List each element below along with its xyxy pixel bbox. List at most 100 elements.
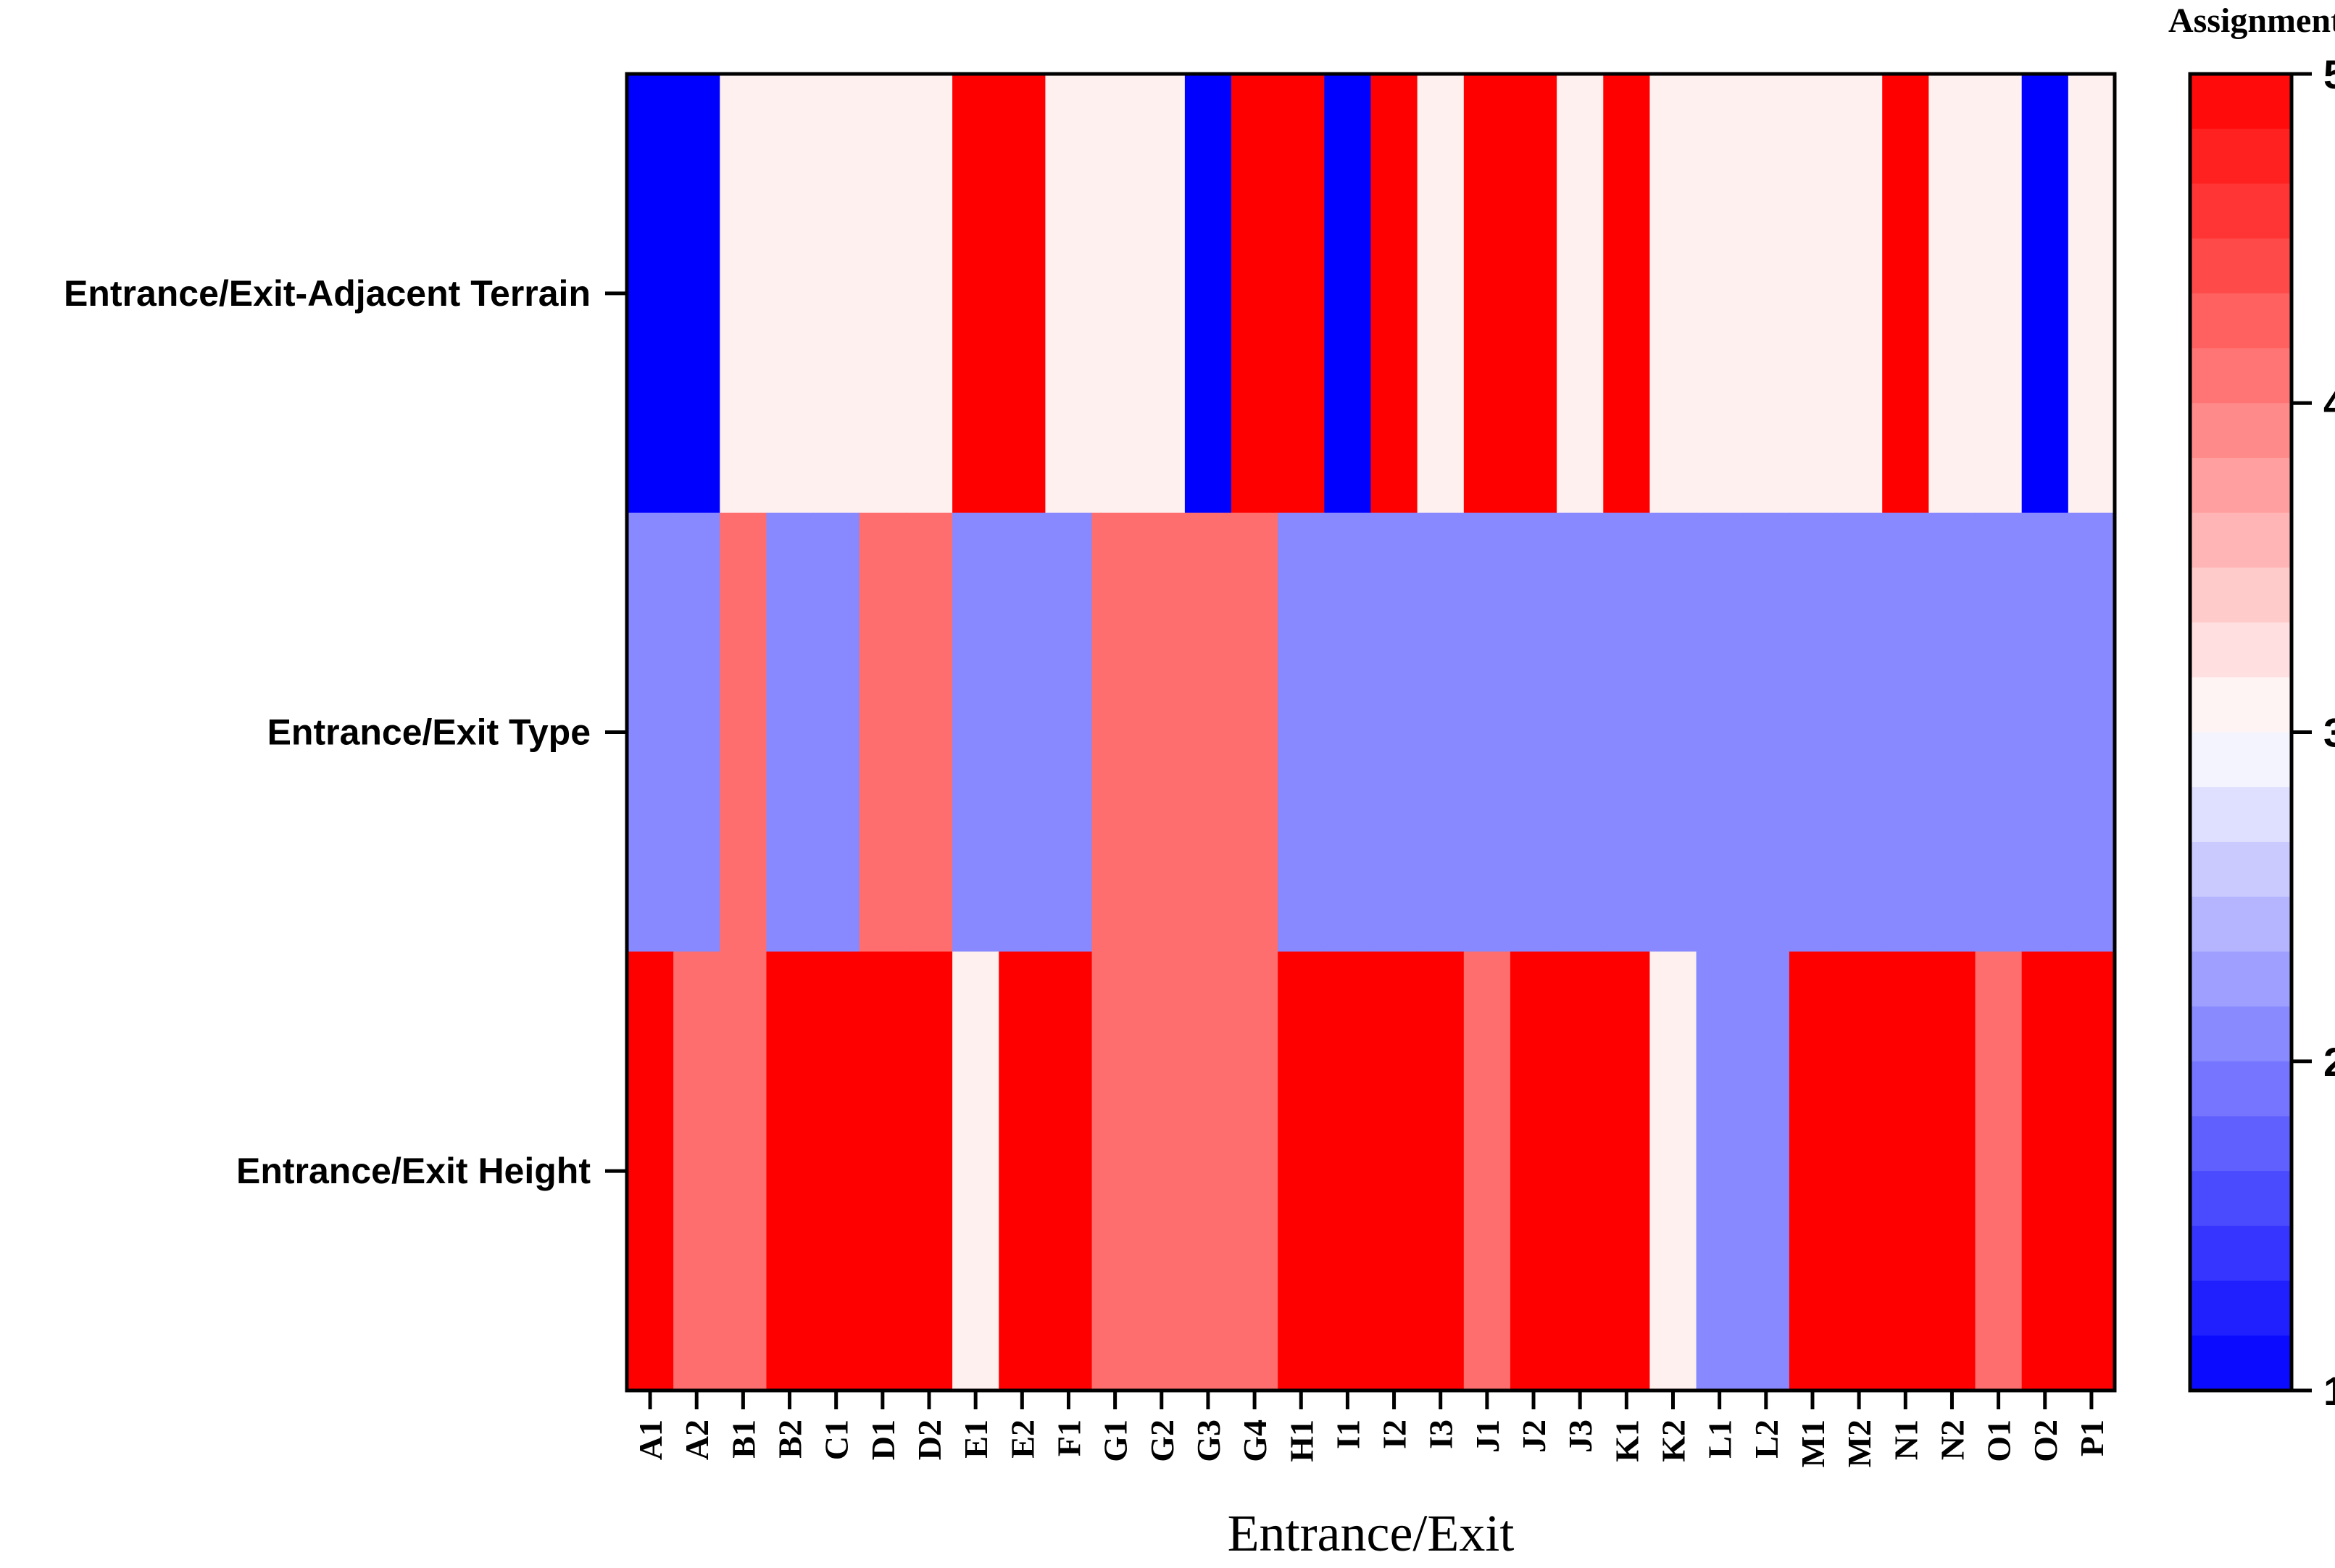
colorbar-step [2190,677,2292,733]
heatmap-cell [859,74,907,514]
row-labels: Entrance/Exit-Adjacent Terrain Entrance/E… [64,273,627,1191]
heatmap-cell [859,951,907,1391]
heatmap-cell [1836,951,1883,1391]
heatmap-cell [627,512,674,952]
heatmap-cell [859,512,907,952]
heatmap-cell [2021,951,2069,1391]
heatmap-cell [1091,74,1139,514]
heatmap-cell [1928,512,1976,952]
heatmap-cell [905,951,953,1391]
colorbar-step [2190,403,2292,459]
heatmap-cell [1417,74,1465,514]
heatmap-cell [1649,74,1697,514]
heatmap-cell [1324,512,1372,952]
heatmap-cell [1975,951,2023,1391]
heatmap-cell [1649,512,1697,952]
colorbar-step [2190,457,2292,514]
x-tick-label: N2 [1934,1419,1970,1460]
heatmap-cell [1138,951,1186,1391]
x-tick-label: E2 [1004,1419,1041,1459]
colorbar-step [2190,1335,2292,1391]
colorbar-step [2190,128,2292,185]
heatmap-cell [1836,512,1883,952]
x-tick-label: L1 [1702,1419,1739,1459]
heatmap-cell [1510,951,1557,1391]
heatmap-cell [1138,512,1186,952]
heatmap-cell [1091,951,1139,1391]
x-tick-label: B2 [772,1419,809,1459]
row-label: Entrance/Exit Height [236,1151,591,1191]
x-tick-label: N1 [1887,1419,1924,1460]
heatmap-cell [1742,512,1790,952]
heatmap-cell [1975,74,2023,514]
heatmap-cell [1370,512,1418,952]
heatmap-cell [1278,512,1325,952]
colorbar-tick-label: 4 [2323,380,2335,426]
heatmap-cell [1510,74,1557,514]
heatmap-cell [1417,951,1465,1391]
heatmap-cell [1742,74,1790,514]
heatmap-cell [1184,951,1232,1391]
heatmap-cell [1091,512,1139,952]
colorbar-step [2190,183,2292,239]
heatmap-cell [2068,512,2115,952]
heatmap-cell [1882,74,1929,514]
heatmap-cell [673,74,720,514]
heatmap-cell [2021,512,2069,952]
heatmap-cell [1557,74,1604,514]
row-label: Entrance/Exit Type [267,712,591,753]
colorbar-tick-label: 1 [2323,1368,2335,1414]
heatmap-cell [2021,74,2069,514]
colorbar-step [2190,348,2292,404]
x-tick-label: O1 [1981,1419,2018,1462]
colorbar-step [2190,1061,2292,1117]
heatmap-cell [1138,74,1186,514]
x-tick-label: J2 [1515,1419,1552,1453]
heatmap-cell [905,512,953,952]
heatmap-cell [673,951,720,1391]
heatmap-cell [812,74,860,514]
heatmap-cell [1231,512,1278,952]
x-tick-label: M2 [1841,1419,1878,1467]
x-tick-label: O2 [2027,1419,2064,1462]
heatmap-cell [1278,74,1325,514]
heatmap-cell [999,512,1046,952]
heatmap-cell [2068,951,2115,1391]
heatmap-cell [1696,74,1744,514]
heatmap-cell [812,951,860,1391]
heatmap-cell [1184,512,1232,952]
heatmap-cell [1789,512,1836,952]
heatmap-cell [952,512,999,952]
x-tick-label: J1 [1469,1419,1506,1453]
colorbar-step [2190,238,2292,294]
x-tick-label: I3 [1423,1419,1460,1449]
x-tick-label: G1 [1097,1419,1134,1462]
heatmap-cells [627,74,2115,1391]
heatmap-cell [1557,512,1604,952]
colorbar-step [2190,512,2292,569]
colorbar-tick-label: 3 [2323,710,2335,756]
x-tick-label: K2 [1655,1419,1692,1462]
heatmap-cell [1324,74,1372,514]
colorbar-step [2190,622,2292,678]
colorbar-step [2190,1171,2292,1227]
colorbar-step [2190,1006,2292,1062]
colorbar-step [2190,1280,2292,1337]
x-axis-ticks: A1 A2 B1 B2 C1 D1 D2 E1 E2 F1 G1 G2 G3 G4 H1 I1 I2 I3 J1 J2… [632,1390,2110,1467]
heatmap-cell [1696,951,1744,1391]
x-tick-label: J3 [1562,1419,1599,1453]
x-tick-label: G2 [1144,1419,1181,1462]
heatmap-cell [1045,951,1093,1391]
x-tick-label: D2 [911,1419,948,1460]
heatmap-cell [627,951,674,1391]
row-label: Entrance/Exit-Adjacent Terrain [64,273,591,314]
colorbar-step [2190,732,2292,788]
heatmap-cell [1463,512,1511,952]
colorbar-title: Assignment [2168,1,2335,40]
x-tick-label: I1 [1329,1419,1366,1449]
heatmap-cell [1649,951,1697,1391]
heatmap-cell [720,74,767,514]
colorbar-step [2190,787,2292,843]
heatmap-cell [1463,74,1511,514]
heatmap-cell [1789,74,1836,514]
